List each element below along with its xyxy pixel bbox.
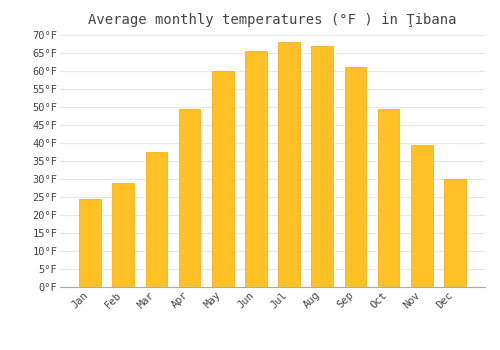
Bar (278, 42, 300, 287)
Title: Average monthly temperatures (°F ) in Ţibana: Average monthly temperatures (°F ) in Ţi… (88, 13, 457, 27)
Bar (411, 145, 432, 287)
Bar (112, 183, 134, 287)
Bar (212, 71, 234, 287)
Bar (312, 46, 333, 287)
Bar (378, 109, 400, 287)
Bar (146, 152, 167, 287)
Bar (245, 51, 266, 287)
Bar (80, 199, 101, 287)
Bar (444, 179, 466, 287)
Bar (179, 109, 201, 287)
Bar (344, 68, 366, 287)
